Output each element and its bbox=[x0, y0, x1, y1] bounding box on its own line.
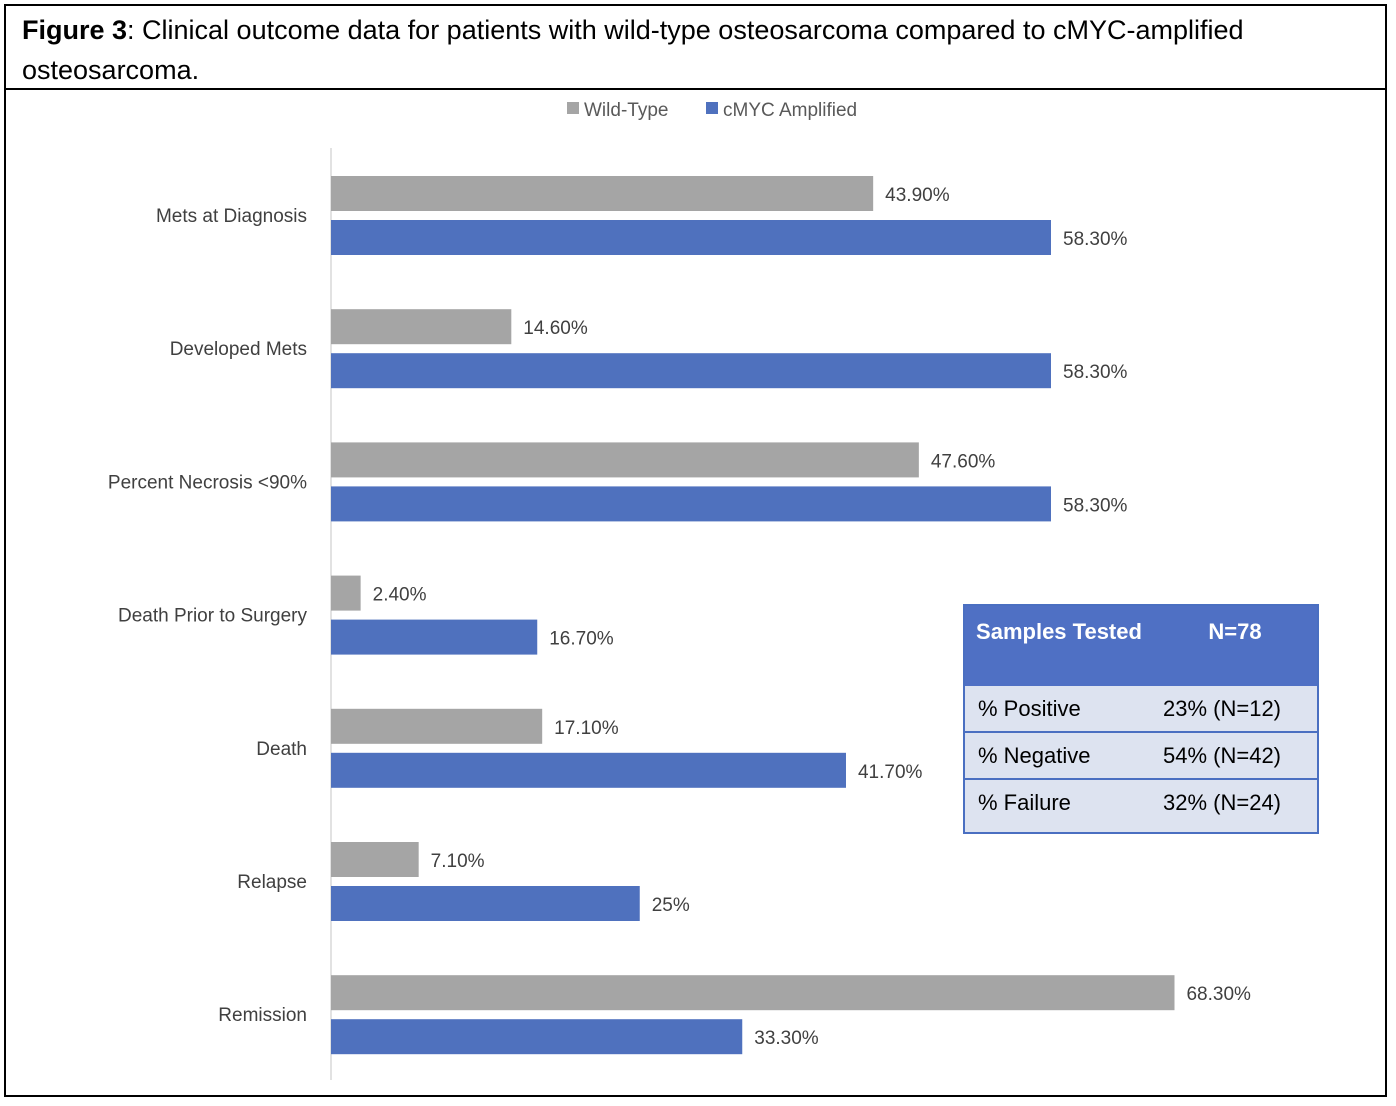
samples-table: Samples Tested N=78 % Positive 23% (N=12… bbox=[963, 604, 1319, 834]
data-label: 43.90% bbox=[885, 185, 950, 206]
samples-table-row-value: 54% (N=42) bbox=[1163, 742, 1282, 768]
data-label: 2.40% bbox=[373, 585, 427, 606]
bar-wild-type bbox=[331, 309, 512, 345]
figure-caption-text: : Clinical outcome data for patients wit… bbox=[22, 15, 1244, 85]
data-label: 16.70% bbox=[549, 629, 614, 650]
samples-table-header-label: Samples Tested bbox=[976, 619, 1142, 644]
samples-table-header-count: N=78 bbox=[1208, 619, 1262, 644]
bar-cmyc-amplified bbox=[331, 486, 1051, 522]
figure-caption: Figure 3: Clinical outcome data for pati… bbox=[6, 6, 1385, 90]
data-label: 41.70% bbox=[858, 762, 923, 783]
legend-swatch-cmyc-amplified bbox=[706, 102, 718, 114]
bar-wild-type bbox=[331, 708, 543, 744]
category-label: Mets at Diagnosis bbox=[156, 206, 307, 227]
bar-cmyc-amplified bbox=[331, 353, 1051, 389]
category-label: Death bbox=[256, 739, 307, 760]
data-label: 68.30% bbox=[1186, 984, 1251, 1005]
category-label: Death Prior to Surgery bbox=[118, 606, 308, 627]
bar-wild-type bbox=[331, 442, 919, 478]
bar-cmyc-amplified bbox=[331, 886, 640, 921]
data-label: 58.30% bbox=[1063, 495, 1128, 516]
bar-cmyc-amplified bbox=[331, 1019, 743, 1055]
bar-cmyc-amplified bbox=[331, 752, 846, 788]
category-label: Relapse bbox=[237, 872, 307, 893]
bar-wild-type bbox=[331, 842, 419, 877]
figure-frame: Figure 3: Clinical outcome data for pati… bbox=[4, 4, 1387, 1097]
data-label: 47.60% bbox=[931, 451, 996, 472]
bar-wild-type bbox=[331, 975, 1175, 1011]
data-label: 7.10% bbox=[431, 851, 485, 872]
bar-wild-type bbox=[331, 176, 874, 211]
legend-swatch-wild-type bbox=[567, 102, 579, 114]
samples-table-row-value: 23% (N=12) bbox=[1163, 695, 1282, 721]
samples-table-row-label: % Failure bbox=[978, 789, 1071, 815]
samples-table-row-label: % Positive bbox=[978, 695, 1081, 721]
data-label: 58.30% bbox=[1063, 229, 1128, 250]
legend-label: Wild-Type bbox=[584, 100, 668, 121]
data-label: 14.60% bbox=[523, 318, 588, 339]
bar-wild-type bbox=[331, 575, 361, 611]
samples-table-row-label: % Negative bbox=[978, 742, 1091, 768]
category-label: Percent Necrosis <90% bbox=[108, 472, 307, 493]
data-label: 58.30% bbox=[1063, 362, 1128, 383]
samples-table-row: % Positive 23% (N=12) bbox=[965, 686, 1317, 733]
bar-cmyc-amplified bbox=[331, 619, 538, 655]
category-label: Remission bbox=[218, 1005, 307, 1026]
figure-label: Figure 3 bbox=[22, 15, 128, 45]
data-label: 33.30% bbox=[754, 1028, 819, 1049]
samples-table-row: % Failure 32% (N=24) bbox=[965, 780, 1317, 825]
category-label: Developed Mets bbox=[170, 339, 307, 360]
samples-table-row: % Negative 54% (N=42) bbox=[965, 733, 1317, 780]
data-label: 25% bbox=[652, 895, 690, 916]
legend-label: cMYC Amplified bbox=[723, 100, 857, 121]
samples-table-header: Samples Tested N=78 bbox=[965, 606, 1317, 686]
data-label: 17.10% bbox=[554, 718, 619, 739]
samples-table-row-value: 32% (N=24) bbox=[1163, 789, 1282, 815]
bar-cmyc-amplified bbox=[331, 220, 1051, 255]
